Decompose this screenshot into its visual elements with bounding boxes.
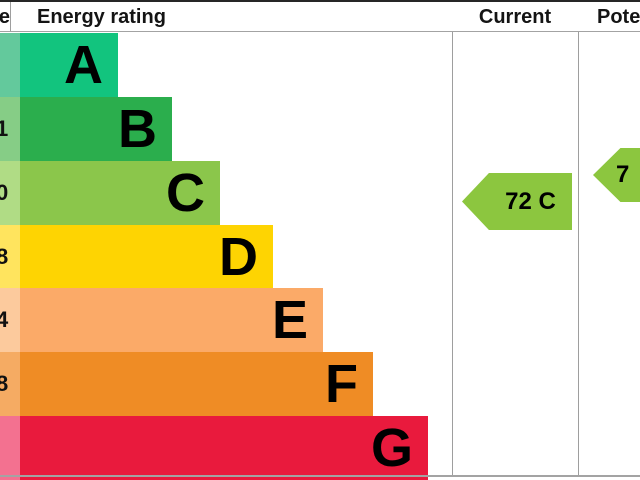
chart-top-border — [0, 0, 640, 2]
band-letter: G — [370, 418, 413, 479]
band-letter: F — [325, 354, 358, 415]
band-row: A — [0, 33, 640, 97]
band-row: 0 C — [0, 160, 640, 225]
current-column-gridline — [452, 0, 453, 477]
potential-column-gridline — [578, 0, 579, 477]
band-rows: A 1 B 0 C 8 D — [0, 33, 640, 480]
band-row: 8 F — [0, 352, 640, 417]
band-score-cell: 4 — [0, 288, 20, 353]
band-score-fragment: 8 — [0, 243, 9, 269]
band-score-fragment: 4 — [0, 307, 9, 333]
band-score-fragment: 8 — [0, 371, 9, 397]
band-score-cell: 8 — [0, 224, 20, 289]
current-column-header: Current — [452, 6, 578, 29]
score-header-fragment: e — [0, 5, 10, 28]
band-bar: G — [20, 416, 428, 480]
energy-rating-header: Energy rating — [11, 6, 452, 29]
band-letter: E — [271, 290, 308, 351]
band-letter: D — [219, 226, 258, 287]
score-column-header: e — [0, 2, 11, 32]
band-score-cell: 8 — [0, 352, 20, 417]
band-score-cell — [0, 416, 20, 480]
chart-bottom-border — [0, 475, 640, 477]
current-header-label: Current — [478, 5, 552, 28]
band-score-cell: 0 — [0, 160, 20, 225]
chart-header-row: e Energy rating Current Pote — [0, 2, 640, 32]
band-letter: B — [118, 98, 157, 159]
band-bar: D — [20, 224, 273, 289]
band-row: 1 B — [0, 96, 640, 161]
band-bar: A — [20, 33, 118, 97]
band-row: 8 D — [0, 224, 640, 289]
band-bar: C — [20, 160, 220, 225]
band-bar: B — [20, 96, 172, 161]
band-letter: C — [166, 162, 205, 223]
band-row: G — [0, 416, 640, 480]
energy-rating-header-label: Energy rating — [37, 5, 166, 28]
current-rating-label: 72 C — [505, 187, 556, 215]
band-letter: A — [64, 34, 103, 95]
current-rating-arrow: 72 C — [462, 173, 572, 230]
band-score-fragment: 1 — [0, 115, 9, 141]
potential-rating-label-fragment: 7 — [616, 161, 630, 188]
band-row: 4 E — [0, 288, 640, 353]
potential-header-label-fragment: Pote — [597, 5, 640, 28]
band-score-fragment: 0 — [0, 179, 9, 205]
potential-column-header: Pote — [578, 6, 640, 29]
band-bar: F — [20, 352, 373, 417]
band-bar: E — [20, 288, 323, 353]
band-score-cell: 1 — [0, 96, 20, 161]
band-score-cell — [0, 33, 20, 97]
header-underline — [0, 31, 640, 32]
